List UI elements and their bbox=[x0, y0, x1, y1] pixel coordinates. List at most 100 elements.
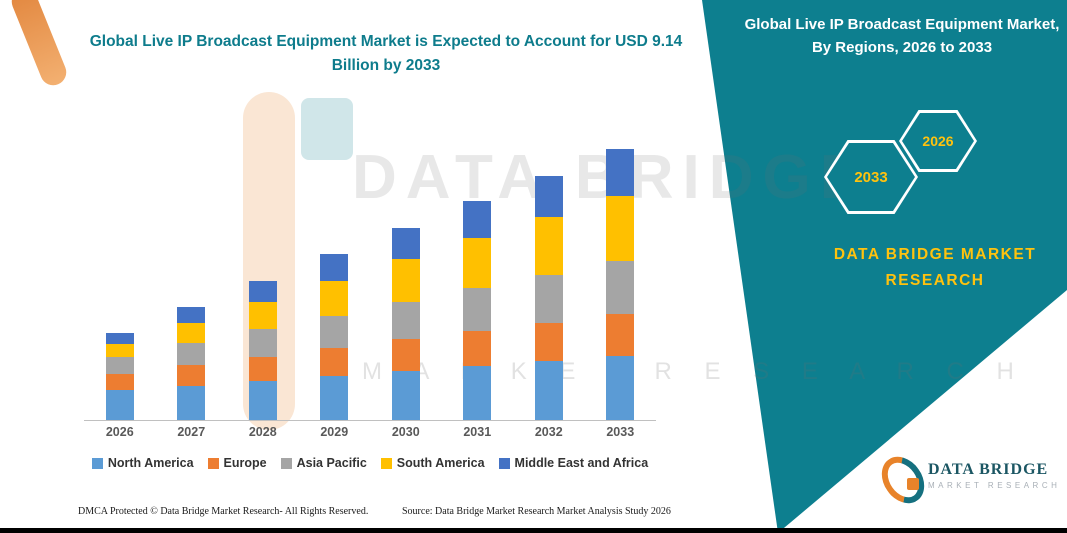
legend-swatch bbox=[280, 457, 292, 469]
legend-item-europe: Europe bbox=[207, 456, 267, 470]
logo-square-shape bbox=[907, 478, 919, 490]
legend-item-north-america: North America bbox=[91, 456, 194, 470]
watermark-logo-square bbox=[301, 98, 353, 160]
legend-swatch bbox=[380, 457, 392, 469]
logo-subtitle: MARKET RESEARCH bbox=[928, 480, 1061, 490]
bar-segment-north-america bbox=[606, 356, 635, 420]
legend-item-asia-pacific: Asia Pacific bbox=[280, 456, 367, 470]
bar-segment-south-america bbox=[177, 323, 206, 343]
x-axis-label-2029: 2029 bbox=[320, 425, 349, 439]
bar-segment-middle-east-and-africa bbox=[320, 254, 349, 281]
bar-segment-europe bbox=[463, 331, 492, 366]
bar-column-2032 bbox=[513, 100, 585, 420]
stacked-bar-2027 bbox=[177, 306, 206, 420]
footer-dmca-text: DMCA Protected © Data Bridge Market Rese… bbox=[78, 506, 369, 517]
x-axis-label-2031: 2031 bbox=[463, 425, 492, 439]
legend-label: Europe bbox=[223, 456, 267, 470]
x-axis-label-2026: 2026 bbox=[105, 425, 134, 439]
bar-segment-south-america bbox=[105, 344, 134, 357]
bar-segment-south-america bbox=[248, 302, 277, 330]
bottom-border-bar bbox=[0, 528, 1067, 533]
bar-segment-south-america bbox=[320, 280, 349, 316]
stacked-bar-2030 bbox=[391, 227, 420, 420]
bar-column-2027 bbox=[156, 100, 228, 420]
x-axis-label-2032: 2032 bbox=[534, 425, 563, 439]
panel-brand-name: DATA BRIDGE MARKET RESEARCH bbox=[833, 246, 1037, 290]
legend-swatch bbox=[498, 457, 510, 469]
bar-segment-north-america bbox=[248, 380, 277, 420]
legend-swatch bbox=[91, 457, 103, 469]
legend-label: Middle East and Africa bbox=[514, 456, 649, 470]
bar-segment-europe bbox=[105, 373, 134, 391]
bar-segment-middle-east-and-africa bbox=[105, 333, 134, 345]
legend-swatch bbox=[207, 457, 219, 469]
corner-ribbon-decoration bbox=[7, 0, 71, 90]
hexagon-2033-year: 2033 bbox=[854, 168, 888, 186]
stacked-bar-2033 bbox=[606, 149, 635, 420]
bar-segment-europe bbox=[177, 365, 206, 386]
bar-segment-middle-east-and-africa bbox=[248, 280, 277, 303]
bar-segment-asia-pacific bbox=[177, 342, 206, 366]
side-panel-title: Global Live IP Broadcast Equipment Marke… bbox=[744, 16, 1060, 56]
bar-column-2033 bbox=[585, 100, 657, 420]
bar-segment-north-america bbox=[320, 375, 349, 420]
bar-segment-asia-pacific bbox=[248, 329, 277, 357]
legend-label: Asia Pacific bbox=[296, 456, 367, 470]
x-axis-label-2030: 2030 bbox=[391, 425, 420, 439]
x-axis-label-2028: 2028 bbox=[248, 425, 277, 439]
bar-column-2028 bbox=[227, 100, 299, 420]
bar-segment-asia-pacific bbox=[534, 274, 563, 323]
bar-segment-middle-east-and-africa bbox=[177, 306, 206, 324]
bar-column-2030 bbox=[370, 100, 442, 420]
bar-segment-south-america bbox=[463, 237, 492, 288]
bar-segment-asia-pacific bbox=[105, 356, 134, 374]
bar-column-2031 bbox=[442, 100, 514, 420]
bar-segment-middle-east-and-africa bbox=[463, 201, 492, 238]
stacked-bar-2031 bbox=[463, 201, 492, 420]
stacked-bar-2028 bbox=[248, 280, 277, 420]
stacked-bar-2029 bbox=[320, 254, 349, 420]
legend-label: North America bbox=[107, 456, 194, 470]
logo-curve-shape bbox=[873, 448, 933, 512]
bar-segment-north-america bbox=[391, 370, 420, 420]
footer-source-text: Source: Data Bridge Market Research Mark… bbox=[402, 506, 671, 517]
bar-segment-europe bbox=[391, 339, 420, 371]
bar-segment-north-america bbox=[177, 385, 206, 420]
data-bridge-logo: DATA BRIDGE MARKET RESEARCH bbox=[873, 448, 1060, 512]
x-axis-label-2027: 2027 bbox=[177, 425, 206, 439]
logo-name: DATA BRIDGE bbox=[928, 460, 1049, 478]
bar-segment-south-america bbox=[534, 217, 563, 275]
data-bridge-logo-icon bbox=[873, 448, 933, 512]
hexagon-2033: 2033 bbox=[824, 140, 918, 214]
bar-segment-middle-east-and-africa bbox=[606, 149, 635, 196]
chart-legend: North America Europe Asia Pacific South Ame… bbox=[54, 456, 686, 470]
bar-column-2026 bbox=[84, 100, 156, 420]
bar-column-2029 bbox=[299, 100, 371, 420]
stacked-bar-2026 bbox=[105, 333, 134, 420]
stacked-bar-2032 bbox=[534, 175, 563, 420]
chart-title: Global Live IP Broadcast Equipment Marke… bbox=[89, 33, 683, 75]
legend-item-middle-east-and-africa: Middle East and Africa bbox=[498, 456, 649, 470]
bar-segment-south-america bbox=[391, 259, 420, 302]
bar-segment-north-america bbox=[105, 390, 134, 420]
bar-segment-asia-pacific bbox=[606, 260, 635, 315]
bar-segment-north-america bbox=[463, 366, 492, 420]
bar-segment-asia-pacific bbox=[391, 301, 420, 340]
x-axis-label-2033: 2033 bbox=[606, 425, 635, 439]
bar-segment-europe bbox=[534, 322, 563, 361]
bar-segment-europe bbox=[248, 356, 277, 381]
bar-segment-asia-pacific bbox=[320, 315, 349, 349]
stacked-bar-chart bbox=[84, 100, 656, 421]
bar-segment-europe bbox=[606, 314, 635, 357]
x-axis-labels: 2026 2027 2028 2029 2030 2031 2032 2033 bbox=[84, 425, 656, 439]
legend-label: South America bbox=[396, 456, 485, 470]
bar-segment-middle-east-and-africa bbox=[391, 227, 420, 260]
legend-item-south-america: South America bbox=[380, 456, 485, 470]
bar-segment-asia-pacific bbox=[463, 288, 492, 331]
hexagon-2026-year: 2026 bbox=[922, 133, 954, 149]
bar-segment-north-america bbox=[534, 361, 563, 420]
bar-segment-south-america bbox=[606, 195, 635, 261]
bar-segment-europe bbox=[320, 348, 349, 376]
logo-text: DATA BRIDGE MARKET RESEARCH bbox=[928, 461, 1060, 490]
